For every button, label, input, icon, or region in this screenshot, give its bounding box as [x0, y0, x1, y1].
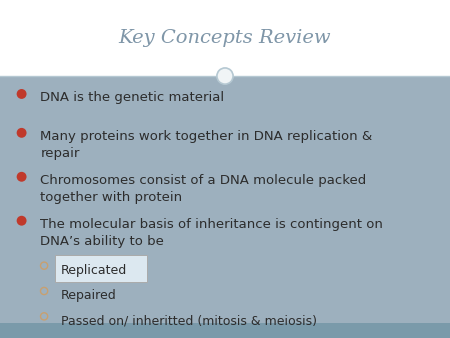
Text: Passed on/ inheritted (mitosis & meiosis): Passed on/ inheritted (mitosis & meiosis…: [61, 314, 317, 327]
Ellipse shape: [217, 68, 233, 84]
Ellipse shape: [17, 128, 27, 138]
Text: DNA is the genetic material: DNA is the genetic material: [40, 91, 225, 104]
Ellipse shape: [17, 89, 27, 99]
Ellipse shape: [17, 172, 27, 182]
FancyBboxPatch shape: [0, 76, 450, 323]
FancyBboxPatch shape: [55, 255, 147, 282]
Text: Repaired: Repaired: [61, 289, 117, 302]
Text: Replicated: Replicated: [61, 264, 127, 276]
Text: The molecular basis of inheritance is contingent on
DNA’s ability to be: The molecular basis of inheritance is co…: [40, 218, 383, 247]
FancyBboxPatch shape: [0, 0, 450, 76]
FancyBboxPatch shape: [0, 323, 450, 338]
Ellipse shape: [17, 216, 27, 226]
Text: Chromosomes consist of a DNA molecule packed
together with protein: Chromosomes consist of a DNA molecule pa…: [40, 174, 367, 203]
Text: Key Concepts Review: Key Concepts Review: [119, 29, 331, 47]
Text: Many proteins work together in DNA replication &
repair: Many proteins work together in DNA repli…: [40, 130, 373, 160]
